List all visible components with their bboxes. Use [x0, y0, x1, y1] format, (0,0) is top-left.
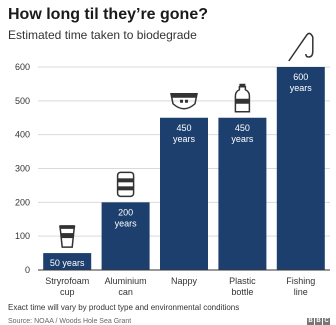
- y-tick-label: 300: [15, 164, 30, 174]
- bar: [276, 67, 325, 270]
- data-label: 450: [176, 123, 191, 133]
- logo-letter: B: [307, 318, 314, 325]
- y-tick-label: 100: [15, 231, 30, 241]
- x-tick-label: Aluminium: [105, 276, 147, 286]
- y-axis-tick-labels: 0 100 200 300 400 500 600: [15, 62, 30, 275]
- bottle-icon: [234, 83, 251, 113]
- bar: [43, 253, 92, 270]
- bars: [43, 67, 325, 270]
- x-tick-label: Nappy: [171, 276, 198, 286]
- x-tick-label: Fishing: [286, 276, 315, 286]
- y-tick-label: 600: [15, 62, 30, 72]
- y-tick-label: 0: [25, 265, 30, 275]
- data-label: 200: [118, 207, 133, 217]
- x-tick-label: bottle: [231, 287, 253, 297]
- source-note: Source: NOAA / Woods Hole Sea Grant: [8, 318, 132, 325]
- bbc-logo: B B C: [307, 318, 330, 325]
- data-label: years: [290, 83, 313, 93]
- x-tick-label: can: [118, 287, 133, 297]
- logo-letter: B: [315, 318, 322, 325]
- x-tick-label: Stryrofoam: [45, 276, 89, 286]
- footnote: Exact time will vary by product type and…: [8, 303, 240, 312]
- data-label: 50 years: [50, 258, 85, 268]
- nappy-icon: [170, 93, 198, 110]
- data-label: 600: [293, 72, 308, 82]
- cup-icon: [59, 225, 76, 248]
- data-label: years: [173, 134, 196, 144]
- data-label: 450: [235, 123, 250, 133]
- fishing-line-icon: [288, 32, 314, 62]
- x-tick-label: line: [294, 287, 308, 297]
- chart-subtitle: Estimated time taken to biodegrade: [8, 28, 197, 42]
- x-tick-label: Plastic: [229, 276, 256, 286]
- data-label: years: [115, 218, 138, 228]
- y-tick-label: 500: [15, 96, 30, 106]
- bar: [218, 117, 267, 270]
- bar: [160, 117, 208, 270]
- y-tick-label: 400: [15, 130, 30, 140]
- data-label: years: [231, 134, 254, 144]
- logo-letter: C: [323, 318, 330, 325]
- x-tick-label: cup: [60, 287, 75, 297]
- bar: [101, 202, 150, 270]
- can-icon: [116, 171, 135, 198]
- chart-title: How long til they’re gone?: [8, 6, 208, 23]
- y-tick-label: 200: [15, 197, 30, 207]
- product-icons: [59, 32, 314, 248]
